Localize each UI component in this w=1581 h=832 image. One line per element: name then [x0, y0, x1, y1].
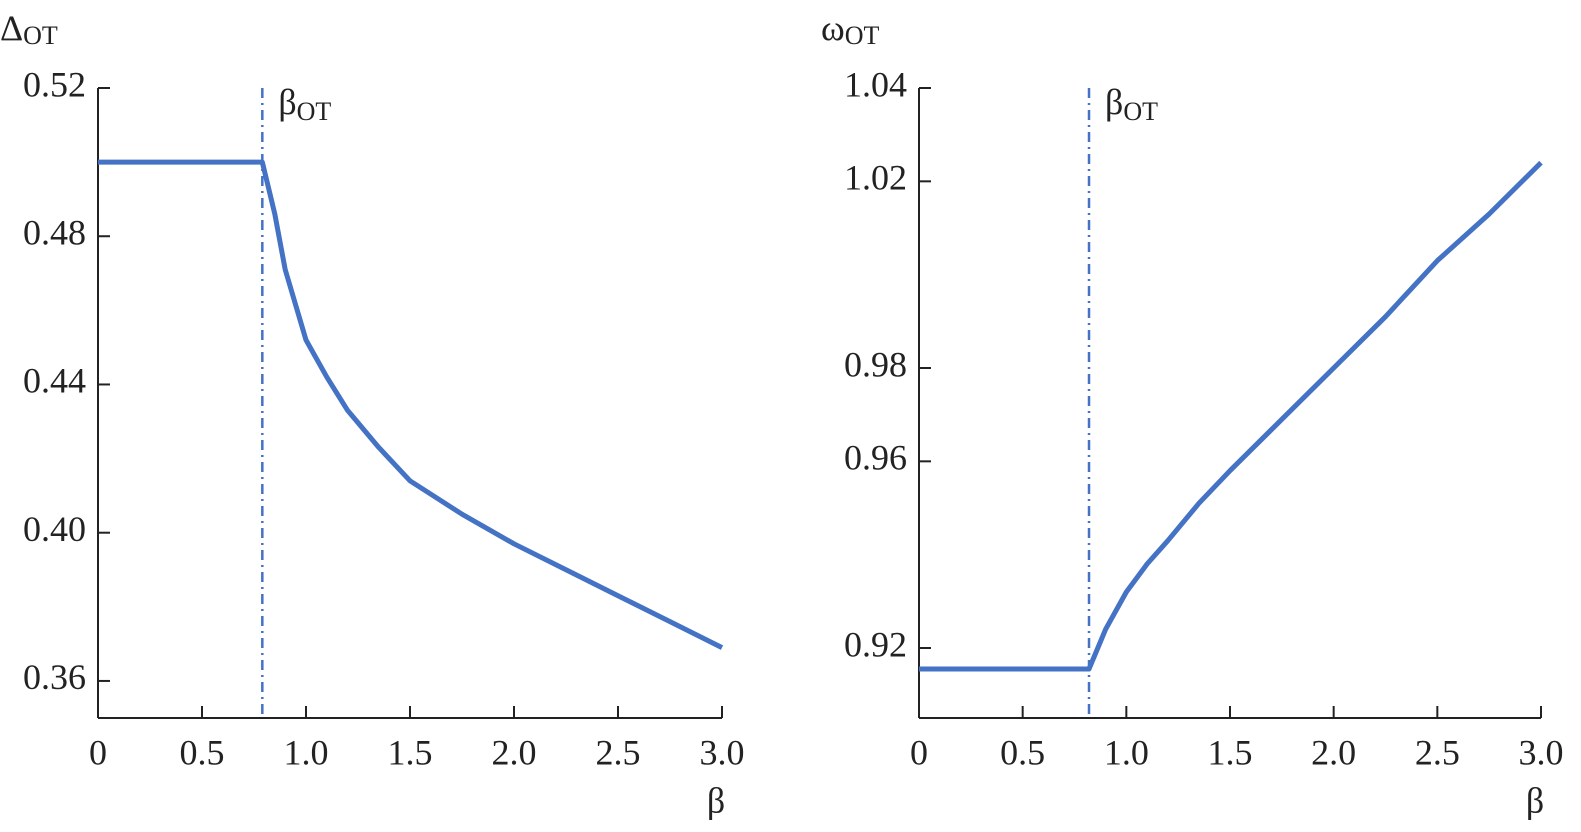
- y-tick-label: 0.98: [844, 344, 907, 384]
- x-tick-label: 2.5: [596, 732, 641, 772]
- threshold-subscript: OT: [1123, 97, 1158, 126]
- y-axis-label: ωOT: [821, 8, 879, 50]
- x-tick-label: 0: [910, 732, 928, 772]
- x-tick-label: 1.0: [1104, 732, 1149, 772]
- x-tick-label: 3.0: [1519, 732, 1564, 772]
- x-tick-label: 0: [89, 732, 107, 772]
- threshold-subscript: OT: [297, 97, 332, 126]
- y-tick-label: 1.02: [844, 158, 907, 198]
- y-label-symbol: ω: [821, 8, 845, 48]
- x-tick-label: 1.5: [388, 732, 433, 772]
- x-tick-label: 1.5: [1208, 732, 1253, 772]
- threshold-symbol: β: [278, 82, 296, 122]
- y-tick-label: 0.52: [23, 64, 86, 104]
- x-axis-label: β: [707, 780, 725, 820]
- y-tick-label: 0.96: [844, 438, 907, 478]
- x-tick-label: 1.0: [284, 732, 329, 772]
- data-line: [919, 160, 1543, 672]
- y-tick-label: 0.92: [844, 624, 907, 664]
- x-tick-label: 2.0: [1311, 732, 1356, 772]
- x-axis-label: β: [1526, 780, 1544, 820]
- y-label-subscript: OT: [23, 21, 58, 50]
- x-tick-label: 0.5: [180, 732, 225, 772]
- y-tick-label: 1.04: [844, 64, 907, 104]
- y-label-subscript: OT: [845, 21, 880, 50]
- y-tick-label: 0.44: [23, 361, 86, 401]
- y-label-symbol: Δ: [0, 8, 23, 48]
- x-tick-label: 0.5: [1000, 732, 1045, 772]
- data-line: [98, 159, 724, 650]
- x-tick-label: 3.0: [700, 732, 745, 772]
- threshold-label: βOT: [1105, 82, 1158, 126]
- y-tick-label: 0.40: [23, 509, 86, 549]
- y-tick-label: 0.36: [23, 657, 86, 697]
- threshold-label: βOT: [278, 82, 331, 126]
- x-tick-label: 2.5: [1415, 732, 1460, 772]
- y-axis-label: ΔOT: [0, 8, 58, 50]
- y-tick-label: 0.48: [23, 213, 86, 253]
- threshold-symbol: β: [1105, 82, 1123, 122]
- x-tick-label: 2.0: [492, 732, 537, 772]
